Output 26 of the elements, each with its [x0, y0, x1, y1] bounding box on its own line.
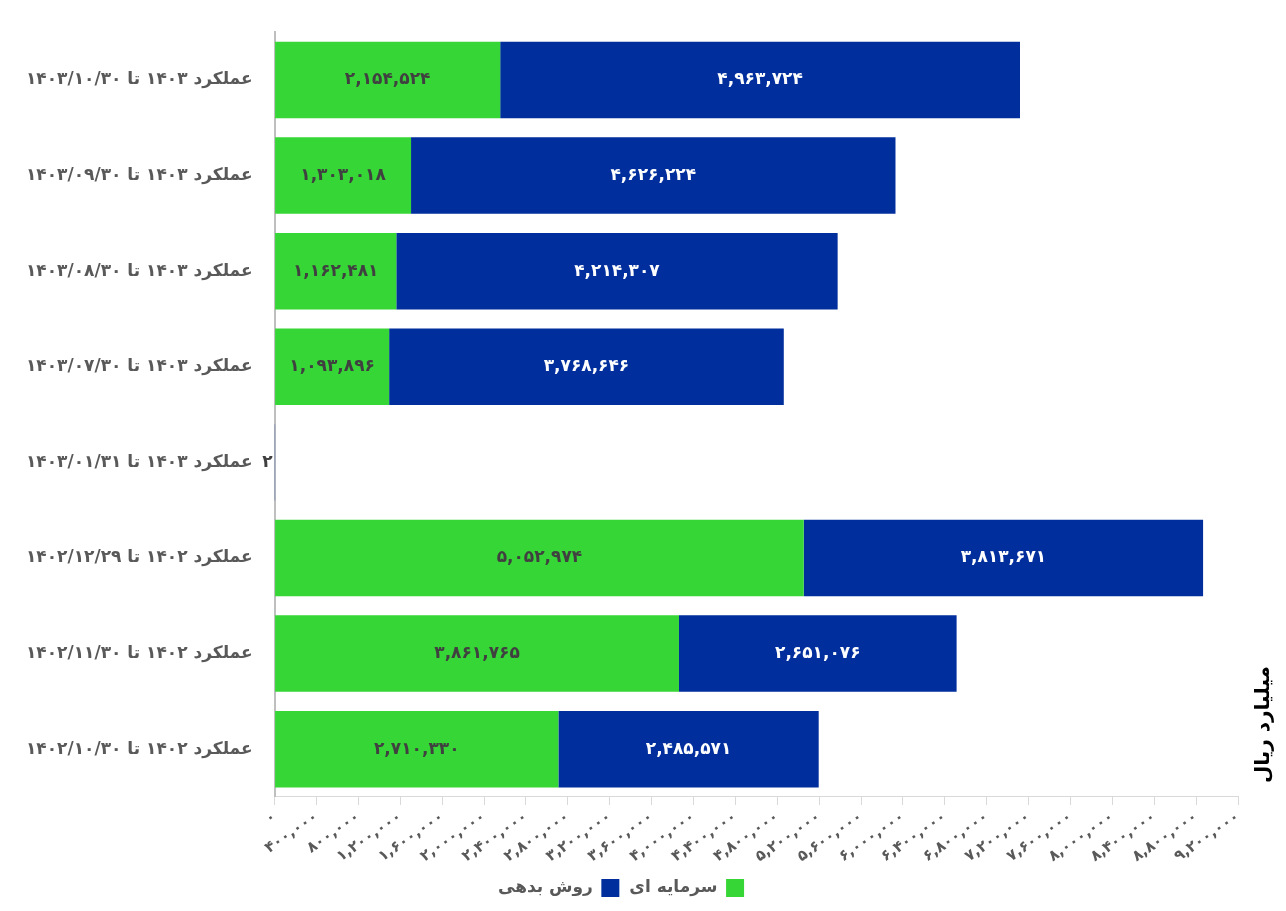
y-tick-label: عملکرد ۱۴۰۳ تا ۱۴۰۳/۰۷/۳۰ [25, 355, 253, 377]
legend-label: سرمایه ای [629, 876, 718, 898]
data-label: ۳,۸۶۱,۷۶۵ [434, 641, 520, 662]
data-label: ۱,۳۰۳,۰۱۸ [300, 164, 387, 185]
data-label: ۳,۸۱۳,۶۷۱ [960, 546, 1047, 567]
y-tick-label: عملکرد ۱۴۰۳ تا ۱۴۰۳/۰۱/۳۱ [25, 450, 253, 472]
data-label: ۲ [262, 450, 274, 471]
y-tick-label: عملکرد ۱۴۰۲ تا ۱۴۰۲/۱۲/۲۹ [25, 546, 253, 568]
data-label: ۲,۶۵۱,۰۷۶ [775, 641, 861, 662]
y-tick-label: عملکرد ۱۴۰۳ تا ۱۴۰۳/۰۹/۳۰ [25, 164, 253, 186]
data-label: ۱,۰۹۳,۸۹۶ [289, 355, 375, 376]
y-tick-label: عملکرد ۱۴۰۲ تا ۱۴۰۲/۱۰/۳۰ [25, 737, 253, 759]
data-label: ۲,۷۱۰,۳۳۰ [373, 737, 460, 758]
y-tick-label: عملکرد ۱۴۰۲ تا ۱۴۰۲/۱۱/۳۰ [25, 641, 253, 663]
data-label: ۲,۱۵۴,۵۲۴ [344, 68, 431, 89]
data-label: ۴,۹۶۳,۷۲۴ [717, 68, 803, 89]
data-label: ۵,۰۵۲,۹۷۴ [496, 546, 583, 567]
data-label: ۴,۲۱۴,۳۰۷ [574, 259, 661, 280]
y-tick-label: عملکرد ۱۴۰۳ تا ۱۴۰۳/۰۸/۳۰ [25, 259, 253, 281]
data-label: ۳,۷۶۸,۶۴۶ [543, 355, 630, 376]
data-label: ۴,۶۲۶,۲۲۴ [610, 164, 697, 185]
y-tick-label: عملکرد ۱۴۰۳ تا ۱۴۰۳/۱۰/۳۰ [25, 68, 253, 90]
data-label: ۲,۴۸۵,۵۷۱ [645, 737, 732, 758]
y-axis-title: میلیارد ریال [1250, 666, 1275, 784]
legend-label: روش بدهی [497, 876, 593, 898]
data-label: ۱,۱۶۲,۴۸۱ [292, 259, 379, 280]
